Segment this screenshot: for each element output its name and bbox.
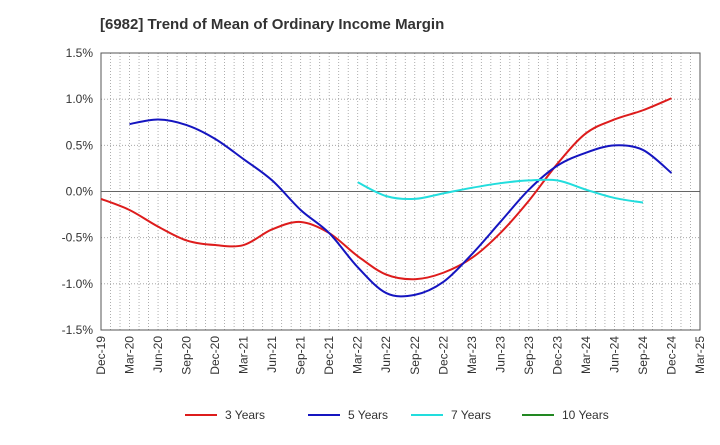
y-tick-label: 0.5% [66, 138, 94, 152]
y-tick-label: 1.0% [66, 92, 94, 106]
x-tick-label: Sep-21 [294, 336, 308, 375]
x-tick-label: Dec-19 [94, 336, 108, 375]
y-tick-label: 0.0% [66, 185, 94, 199]
x-tick-label: Mar-22 [351, 336, 365, 374]
x-tick-label: Sep-22 [408, 336, 422, 375]
x-tick-label: Sep-23 [522, 336, 536, 375]
x-tick-label: Mar-20 [123, 336, 137, 374]
x-tick-label: Sep-20 [180, 336, 194, 375]
plot-border [100, 52, 701, 331]
x-tick-label: Jun-22 [379, 336, 393, 373]
y-tick-label: -1.5% [62, 323, 94, 337]
x-tick-label: Mar-23 [465, 336, 479, 374]
x-tick-label: Sep-24 [636, 336, 650, 375]
x-tick-label: Mar-24 [579, 336, 593, 374]
x-tick-label: Dec-20 [208, 336, 222, 375]
legend-label-7-years: 7 Years [451, 408, 491, 422]
x-tick-label: Jun-24 [607, 336, 621, 373]
series-line-7-years [357, 178, 644, 204]
series-line-3-years [100, 97, 672, 281]
legend-label-5-years: 5 Years [348, 408, 388, 422]
y-tick-label: -1.0% [62, 277, 94, 291]
x-tick-label: Dec-22 [436, 336, 450, 375]
x-tick-label: Jun-21 [265, 336, 279, 373]
chart-title: [6982] Trend of Mean of Ordinary Income … [100, 16, 445, 33]
legend-label-3-years: 3 Years [225, 408, 265, 422]
y-tick-label: 1.5% [66, 46, 94, 60]
x-tick-label: Dec-23 [550, 336, 564, 375]
x-tick-label: Dec-21 [322, 336, 336, 375]
x-tick-label: Jun-23 [493, 336, 507, 373]
x-tick-label: Dec-24 [664, 336, 678, 375]
series-line-5-years [129, 118, 673, 298]
legend-label-10-years: 10 Years [562, 408, 609, 422]
y-tick-label: -0.5% [62, 231, 94, 245]
x-tick-label: Mar-21 [237, 336, 251, 374]
x-tick-label: Mar-25 [693, 336, 707, 374]
x-tick-label: Jun-20 [151, 336, 165, 373]
